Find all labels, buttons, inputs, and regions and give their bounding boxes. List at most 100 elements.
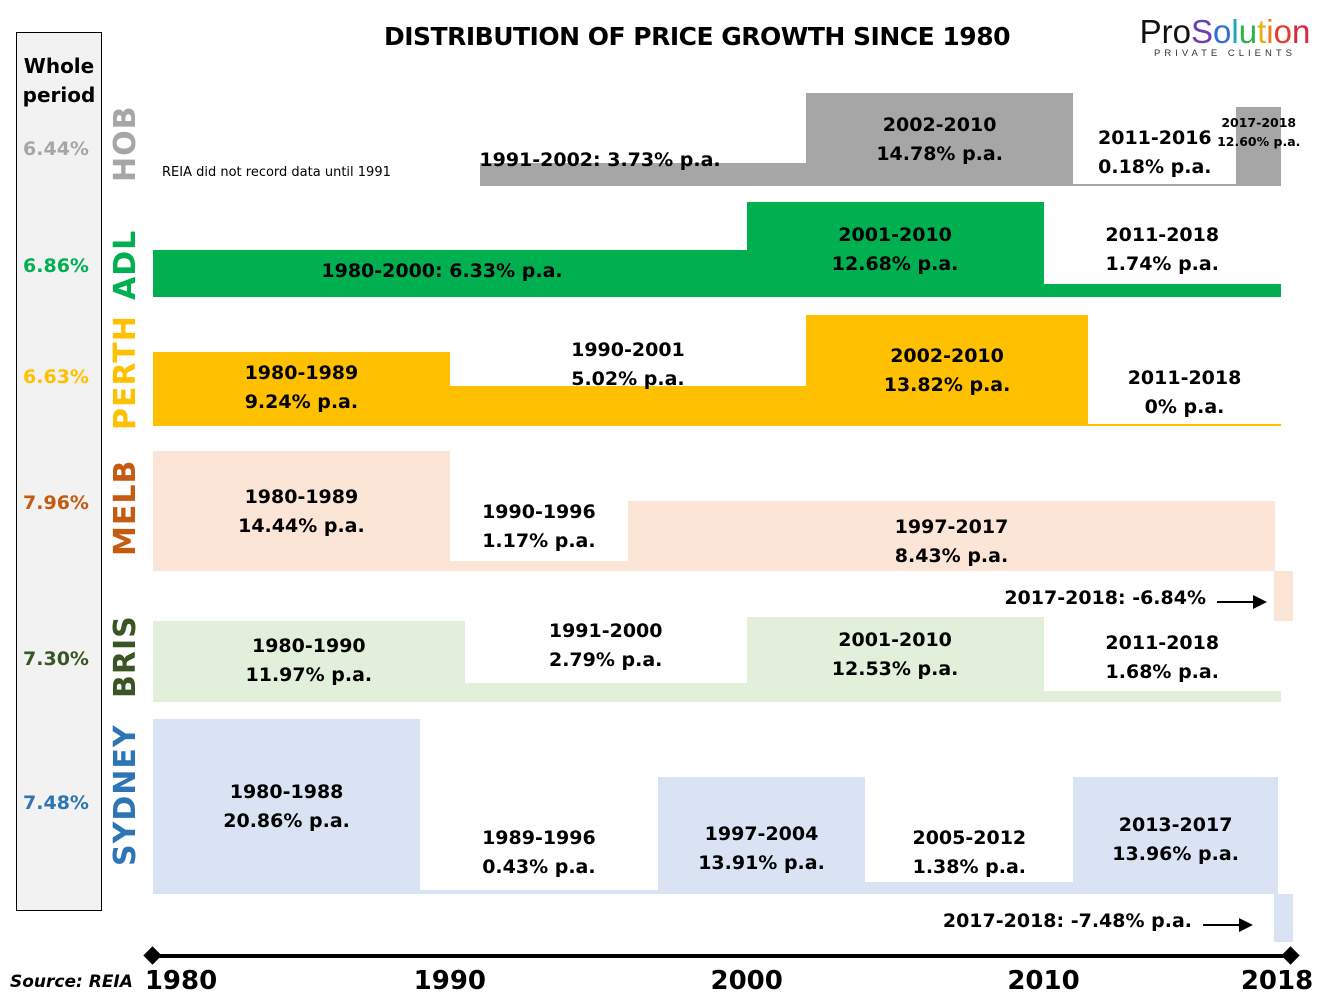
segment-label-bris-2: 2001-2010 12.53% p.a. — [832, 626, 959, 684]
segment-label-melb-1: 1990-1996 1.17% p.a. — [482, 498, 596, 556]
segment-period: 2017-2018 — [1221, 114, 1297, 130]
bar-melb-0 — [153, 451, 450, 571]
segment-period: 2011-2018 — [1127, 367, 1242, 389]
segment-period: 1997-2004 — [704, 823, 819, 845]
segment-period: 2013-2017 — [1118, 814, 1233, 836]
x-tick-2010: 2010 — [1007, 966, 1080, 996]
segment-period: 1990-2001 — [571, 339, 685, 361]
whole-period-panel — [16, 32, 102, 911]
segment-period: 2001-2010 — [838, 224, 952, 246]
segment-growth-rate: 13.91% p.a. — [698, 852, 825, 874]
arrow-right-icon — [1203, 918, 1253, 932]
whole-period-bris: 7.30% — [23, 648, 89, 670]
segment-period: 1997-2017 — [894, 516, 1009, 538]
segment-period: 2001-2010 — [838, 629, 952, 651]
segment-growth-rate: 14.44% p.a. — [238, 515, 365, 537]
segment-label-bris-3: 2011-2018 1.68% p.a. — [1105, 629, 1219, 687]
segment-growth-rate: 2.79% p.a. — [548, 649, 663, 671]
arrow-right-icon — [1217, 595, 1267, 609]
segment-growth-rate: 1.38% p.a. — [912, 856, 1026, 878]
city-label-melb: MELB — [108, 459, 143, 556]
segment-period: 1980-1990 — [251, 635, 366, 657]
bar-adl-1 — [746, 201, 1044, 297]
logo-wordmark: ProSolution — [1139, 13, 1311, 50]
bar-sydney-2 — [657, 777, 866, 894]
segment-growth-rate: 8.43% p.a. — [894, 545, 1009, 567]
segment-growth-rate: 11.97% p.a. — [245, 664, 373, 686]
chart-title: DISTRIBUTION OF PRICE GROWTH SINCE 1980 — [383, 22, 1011, 51]
bar-hob-0 — [479, 162, 807, 186]
callout-sydney: 2017-2018: -7.48% p.a. — [942, 910, 1192, 932]
source-note: Source: REIA — [10, 972, 133, 992]
segment-label-perth-3: 2011-2018 0% p.a. — [1128, 364, 1242, 422]
segment-growth-rate: 20.86% p.a. — [223, 810, 350, 832]
segment-label-adl-0: 1980-2000: 6.33% p.a. — [321, 260, 563, 282]
segment-growth-rate: 0.18% p.a. — [1098, 156, 1212, 178]
data-note-hob: REIA did not record data until 1991 — [162, 165, 391, 180]
segment-period: 2011-2018 — [1105, 632, 1220, 654]
segment-period: 1980-1989 — [244, 362, 359, 384]
bar-adl-0 — [153, 249, 747, 297]
whole-period-adl: 6.86% — [23, 255, 89, 277]
segment-period: 2002-2010 — [890, 345, 1004, 367]
bar-sydney-5 — [1274, 894, 1293, 942]
bar-bris-0 — [153, 620, 465, 702]
segment-growth-rate: 0.43% p.a. — [482, 856, 596, 878]
bar-melb-3 — [1274, 571, 1293, 621]
segment-growth-rate: 9.24% p.a. — [244, 391, 359, 413]
bar-sydney-1 — [420, 890, 658, 894]
segment-label-sydney-4: 2013-2017 13.96% p.a. — [1112, 811, 1239, 869]
bar-perth-1 — [449, 385, 807, 426]
segment-growth-rate: 13.96% p.a. — [1112, 843, 1239, 865]
bar-hob-3 — [1236, 106, 1281, 186]
callout-melb: 2017-2018: -6.84% — [1004, 587, 1206, 609]
x-tick-1980: 1980 — [144, 966, 218, 996]
segment-growth-rate: 12.53% p.a. — [831, 658, 959, 680]
bar-hob-2 — [1073, 184, 1237, 186]
segment-label-hob-0: 1991-2002: 3.73% p.a. — [479, 149, 721, 171]
bar-sydney-3 — [865, 882, 1074, 894]
segment-label-sydney-0: 1980-1988 20.86% p.a. — [223, 778, 350, 836]
segment-label-sydney-3: 2005-2012 1.38% p.a. — [912, 824, 1026, 882]
segment-label-bris-0: 1980-1990 11.97% p.a. — [246, 632, 373, 690]
segment-label-sydney-2: 1997-2004 13.91% p.a. — [698, 820, 825, 878]
bar-sydney-4 — [1073, 776, 1279, 894]
whole-period-sydney: 7.48% — [23, 792, 89, 814]
segment-label-hob-3: 2017-2018 12.60% p.a. — [1217, 113, 1300, 151]
segment-period: 2005-2012 — [912, 827, 1027, 849]
segment-growth-rate: 12.68% p.a. — [831, 253, 959, 275]
segment-growth-rate: 1.68% p.a. — [1105, 661, 1219, 683]
segment-label-bris-1: 1991-2000 2.79% p.a. — [549, 617, 663, 675]
logo-subtitle: PRIVATE CLIENTS — [1154, 48, 1296, 59]
segment-label-melb-2: 1997-2017 8.43% p.a. — [895, 513, 1009, 571]
timeline-axis — [153, 954, 1291, 958]
whole-period-melb: 7.96% — [23, 492, 89, 514]
segment-growth-rate: 5.02% p.a. — [571, 368, 685, 390]
bar-perth-2 — [806, 315, 1089, 426]
segment-label-perth-1: 1990-2001 5.02% p.a. — [571, 336, 685, 394]
city-label-bris: BRIS — [108, 615, 143, 698]
city-label-hob: HOB — [108, 105, 143, 182]
segment-label-perth-2: 2002-2010 13.82% p.a. — [884, 342, 1011, 400]
segment-label-sydney-1: 1989-1996 0.43% p.a. — [482, 824, 596, 882]
segment-label-hob-2: 2011-2016 0.18% p.a. — [1098, 124, 1212, 182]
bar-bris-1 — [464, 683, 747, 702]
bar-sydney-0 — [153, 718, 421, 894]
bar-bris-2 — [746, 616, 1044, 702]
city-label-sydney: SYDNEY — [108, 724, 143, 866]
segment-label-perth-0: 1980-1989 9.24% p.a. — [245, 359, 359, 417]
segment-period: 1989-1996 — [482, 827, 596, 849]
axis-start-diamond-icon — [143, 946, 162, 965]
whole-period-header: Whole period — [22, 54, 96, 107]
bar-adl-2 — [1043, 283, 1281, 297]
segment-label-adl-2: 2011-2018 1.74% p.a. — [1105, 221, 1219, 279]
segment-period: 1980-1989 — [244, 486, 359, 508]
segment-period: 2002-2010 — [882, 114, 997, 136]
x-tick-1990: 1990 — [413, 966, 487, 996]
segment-period: 1991-2000 — [548, 620, 663, 642]
segment-growth-rate: 13.82% p.a. — [883, 374, 1011, 396]
segment-period: 1980-1988 — [229, 781, 344, 803]
segment-period: 2011-2016 — [1098, 127, 1212, 149]
whole-period-hob: 6.44% — [23, 138, 89, 160]
segment-growth-rate: 12.60% p.a. — [1217, 133, 1301, 149]
